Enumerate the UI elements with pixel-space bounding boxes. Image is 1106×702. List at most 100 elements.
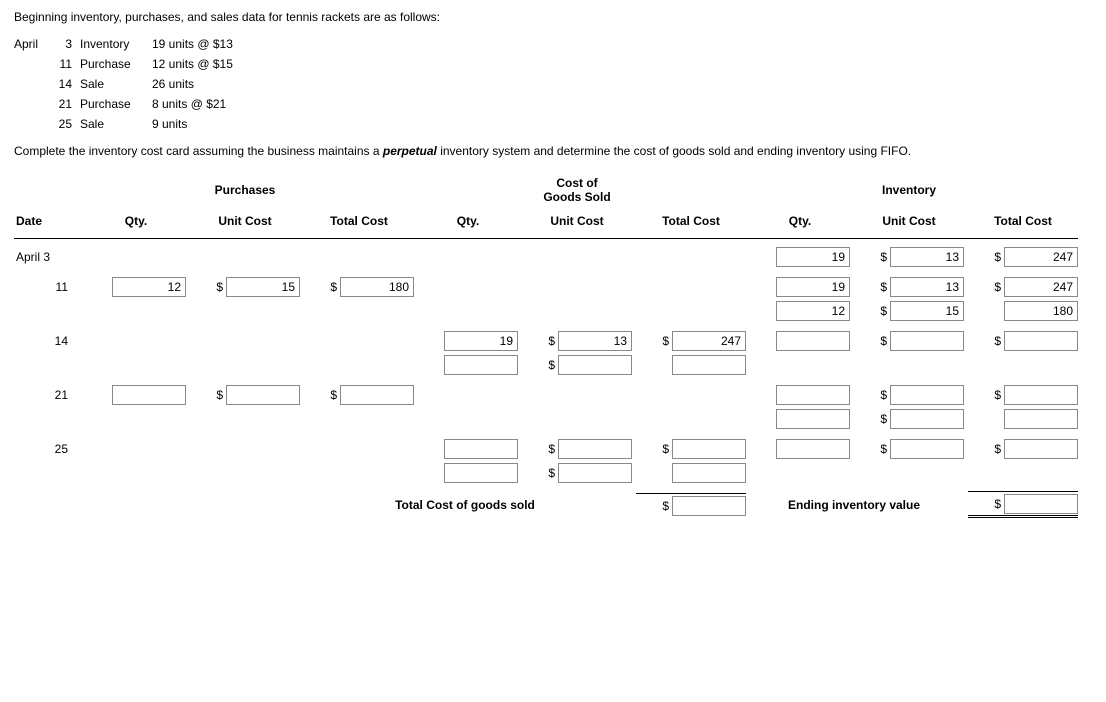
dollar-sign: $ — [994, 250, 1001, 264]
inv-unitcost-input[interactable] — [890, 385, 964, 405]
header-rule — [14, 238, 1078, 239]
inv-unitcost-input[interactable] — [890, 331, 964, 351]
col-unit-cost: Unit Cost — [854, 210, 964, 236]
cogs-qty-input[interactable] — [444, 355, 518, 375]
tx-type: Sale — [80, 114, 152, 134]
dollar-sign: $ — [994, 388, 1001, 402]
problem-intro: Beginning inventory, purchases, and sale… — [14, 10, 1092, 24]
inv-unitcost-input[interactable] — [890, 409, 964, 429]
inv-unitcost-input[interactable] — [890, 301, 964, 321]
inv-totalcost-input[interactable] — [1004, 301, 1078, 321]
total-cogs-input[interactable] — [672, 496, 746, 516]
dollar-sign: $ — [880, 334, 887, 348]
header-purchases: Purchases — [190, 177, 300, 203]
cogs-unitcost-input[interactable] — [558, 439, 632, 459]
col-total-cost: Total Cost — [968, 210, 1078, 236]
tx-day: 14 — [56, 74, 80, 94]
inv-qty-input[interactable] — [776, 409, 850, 429]
dollar-sign: $ — [994, 280, 1001, 294]
tx-type: Purchase — [80, 54, 152, 74]
cogs-unitcost-input[interactable] — [558, 463, 632, 483]
pur-totalcost-input[interactable] — [340, 277, 414, 297]
ending-inv-input[interactable] — [1004, 494, 1078, 514]
inv-totalcost-input[interactable] — [1004, 331, 1078, 351]
pur-unitcost-input[interactable] — [226, 277, 300, 297]
total-cogs-label: Total Cost of goods sold — [304, 498, 632, 512]
tx-row: 25Sale9 units — [14, 114, 241, 134]
inv-totalcost-input[interactable] — [1004, 439, 1078, 459]
tx-day: 21 — [56, 94, 80, 114]
instruction: Complete the inventory cost card assumin… — [14, 144, 1092, 158]
col-total-cost: Total Cost — [304, 210, 414, 236]
inv-qty-input[interactable] — [776, 439, 850, 459]
dollar-sign: $ — [880, 412, 887, 426]
inv-qty-input[interactable] — [776, 277, 850, 297]
tx-detail: 9 units — [152, 114, 241, 134]
dollar-sign: $ — [880, 250, 887, 264]
tx-row: April3Inventory19 units @ $13 — [14, 34, 241, 54]
tx-month — [14, 74, 56, 94]
pur-unitcost-input[interactable] — [226, 385, 300, 405]
dollar-sign: $ — [548, 466, 555, 480]
inv-qty-input[interactable] — [776, 331, 850, 351]
instruction-post: inventory system and determine the cost … — [437, 144, 911, 158]
dollar-sign: $ — [548, 442, 555, 456]
dollar-sign: $ — [216, 388, 223, 402]
tx-detail: 12 units @ $15 — [152, 54, 241, 74]
instruction-emph: perpetual — [383, 144, 437, 158]
date-label: 25 — [14, 438, 82, 460]
dollar-sign: $ — [880, 304, 887, 318]
cogs-qty-input[interactable] — [444, 439, 518, 459]
dollar-sign: $ — [216, 280, 223, 294]
cogs-unitcost-input[interactable] — [558, 355, 632, 375]
dollar-sign: $ — [330, 388, 337, 402]
dollar-sign: $ — [880, 442, 887, 456]
inv-unitcost-input[interactable] — [890, 247, 964, 267]
cogs-totalcost-input[interactable] — [672, 439, 746, 459]
dollar-sign: $ — [330, 280, 337, 294]
tx-detail: 8 units @ $21 — [152, 94, 241, 114]
inv-qty-input[interactable] — [776, 301, 850, 321]
tx-day: 3 — [56, 34, 80, 54]
dollar-sign: $ — [880, 280, 887, 294]
cogs-qty-input[interactable] — [444, 331, 518, 351]
col-qty: Qty. — [418, 210, 518, 236]
cogs-unitcost-input[interactable] — [558, 331, 632, 351]
dollar-sign: $ — [880, 388, 887, 402]
pur-qty-input[interactable] — [112, 385, 186, 405]
pur-qty-input[interactable] — [112, 277, 186, 297]
inv-totalcost-input[interactable] — [1004, 385, 1078, 405]
cogs-totalcost-input[interactable] — [672, 355, 746, 375]
tx-row: 11Purchase12 units @ $15 — [14, 54, 241, 74]
inv-totalcost-input[interactable] — [1004, 247, 1078, 267]
header-cogs-l1: Cost of — [556, 176, 597, 190]
header-cogs-l2: Goods Sold — [543, 190, 610, 204]
tx-month — [14, 54, 56, 74]
inv-qty-input[interactable] — [776, 247, 850, 267]
header-inventory: Inventory — [854, 177, 964, 203]
dollar-sign: $ — [994, 334, 1001, 348]
tx-detail: 26 units — [152, 74, 241, 94]
instruction-pre: Complete the inventory cost card assumin… — [14, 144, 383, 158]
cogs-totalcost-input[interactable] — [672, 331, 746, 351]
transactions-table: April3Inventory19 units @ $13 11Purchase… — [14, 34, 241, 134]
col-total-cost: Total Cost — [636, 210, 746, 236]
inv-unitcost-input[interactable] — [890, 277, 964, 297]
tx-row: 21Purchase8 units @ $21 — [14, 94, 241, 114]
inventory-cost-card: Purchases Cost of Goods Sold Inventory D… — [14, 170, 1092, 518]
col-unit-cost: Unit Cost — [190, 210, 300, 236]
dollar-sign: $ — [662, 334, 669, 348]
tx-detail: 19 units @ $13 — [152, 34, 241, 54]
dollar-sign: $ — [548, 334, 555, 348]
date-label: April 3 — [14, 246, 82, 268]
pur-totalcost-input[interactable] — [340, 385, 414, 405]
dollar-sign: $ — [994, 442, 1001, 456]
cogs-totalcost-input[interactable] — [672, 463, 746, 483]
inv-qty-input[interactable] — [776, 385, 850, 405]
dollar-sign: $ — [662, 442, 669, 456]
inv-totalcost-input[interactable] — [1004, 277, 1078, 297]
cogs-qty-input[interactable] — [444, 463, 518, 483]
inv-unitcost-input[interactable] — [890, 439, 964, 459]
tx-month: April — [14, 34, 56, 54]
inv-totalcost-input[interactable] — [1004, 409, 1078, 429]
